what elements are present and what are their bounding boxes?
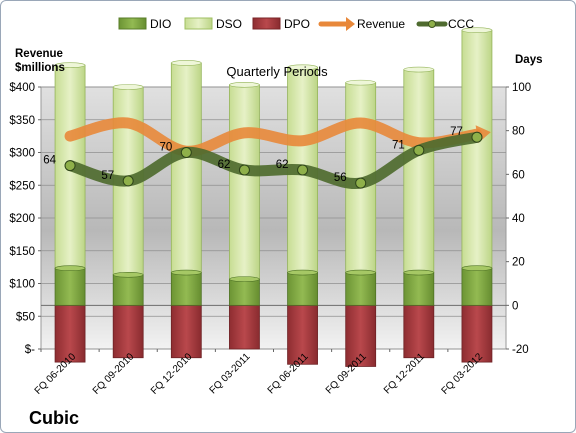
dpo-bar (461, 304, 493, 363)
dpo-bar (403, 304, 435, 359)
left-axis-title-line1: Revenue (15, 48, 63, 60)
dso-bar-cap (54, 62, 86, 68)
dso-bar-cap (229, 82, 260, 88)
line-series (64, 117, 491, 190)
ccc-point (238, 164, 250, 176)
category-label: FQ 03-2011 (208, 351, 253, 396)
ccc-point (297, 164, 309, 176)
right-tick-label: 40 (512, 213, 525, 225)
ccc-point (64, 160, 76, 172)
right-tick-label: 60 (512, 169, 525, 181)
legend-swatch-dio (118, 17, 147, 30)
revenue-line (64, 117, 483, 157)
left-axis-title-line2: $millions (15, 62, 65, 74)
left-tick-label: $350 (9, 115, 35, 127)
dso-bar-cap (403, 66, 435, 73)
dso-bar-cap (287, 64, 318, 71)
ccc-value-label: 57 (101, 170, 114, 182)
left-tick-label: $200 (9, 213, 35, 225)
dio-bar-cap (403, 269, 435, 276)
dso-bar (229, 84, 260, 280)
dio-bar-cap (461, 265, 493, 272)
dpo-bar (54, 304, 86, 363)
left-tick-label: $250 (9, 180, 35, 192)
dio-bar-cap (54, 265, 86, 272)
ccc-point (413, 144, 425, 156)
dio-bar (287, 272, 318, 306)
left-tick-label: $400 (9, 82, 35, 94)
ccc-line (64, 131, 483, 190)
legend-swatch-dpo (252, 17, 281, 30)
right-tick-label: 80 (512, 126, 525, 138)
right-tick-label: -20 (512, 344, 529, 356)
legend-label-dso: DSO (216, 17, 242, 31)
ccc-value-label: 71 (392, 139, 405, 151)
ccc-point (355, 177, 367, 189)
legend-marker-ccc (428, 20, 436, 28)
ccc-value-label: 56 (334, 172, 347, 184)
dio-bar-cap (112, 271, 144, 278)
ccc-value-label: 62 (218, 159, 231, 171)
right-tick-label: 20 (512, 257, 525, 269)
left-tick-label: $300 (9, 148, 35, 160)
right-axis-title: Days (515, 54, 543, 66)
dio-bar (54, 267, 86, 306)
dio-bar-cap (345, 269, 376, 276)
ccc-point (180, 147, 192, 158)
legend: DIO DSO DPO Revenue CCC (118, 17, 474, 31)
ccc-value-label: 77 (450, 126, 463, 138)
dio-bar (229, 278, 260, 306)
dio-bar (403, 272, 435, 306)
dso-bar (170, 62, 202, 273)
dpo-bar (345, 304, 377, 367)
dio-bar-cap (229, 276, 260, 282)
dpo-bar (229, 304, 260, 350)
dpo-bar (287, 304, 318, 365)
ccc-value-label: 64 (43, 155, 56, 167)
legend-label-ccc: CCC (448, 17, 474, 31)
chart-title: Quarterly Periods (226, 64, 328, 79)
dio-bar-cap (171, 269, 202, 276)
dso-bar-cap (345, 79, 376, 86)
dio-bar (461, 267, 493, 306)
dso-bar-cap (171, 60, 202, 66)
ccc-value-label: 62 (276, 159, 289, 171)
dso-bar (403, 69, 435, 273)
dio-bar (345, 272, 377, 306)
dso-bar-cap (112, 84, 144, 90)
dso-bar-cap (461, 27, 493, 34)
dio-bar-cap (287, 269, 318, 276)
right-tick-label: 100 (512, 82, 531, 94)
dio-bar (170, 272, 202, 306)
data-labels: 64 57 70 62 62 56 71 77 (43, 126, 463, 184)
legend-arrow-revenue (346, 17, 355, 31)
dso-bar (461, 29, 493, 269)
company-name: Cubic (29, 408, 79, 428)
dpo-bar (170, 304, 202, 359)
left-tick-label: $- (25, 344, 35, 356)
left-tick-label: $100 (9, 279, 35, 291)
legend-label-dpo: DPO (284, 17, 310, 31)
ccc-point (122, 175, 134, 187)
legend-label-dio: DIO (150, 17, 171, 31)
dio-bar (112, 274, 144, 306)
left-tick-label: $50 (16, 311, 35, 323)
dpo-bar (112, 304, 144, 359)
legend-label-revenue: Revenue (357, 17, 405, 31)
right-tick-label: 0 (512, 300, 518, 312)
ccc-value-label: 70 (160, 142, 173, 154)
left-tick-label: $150 (9, 246, 35, 258)
ccc-point (471, 131, 483, 143)
legend-swatch-dso (184, 17, 213, 30)
